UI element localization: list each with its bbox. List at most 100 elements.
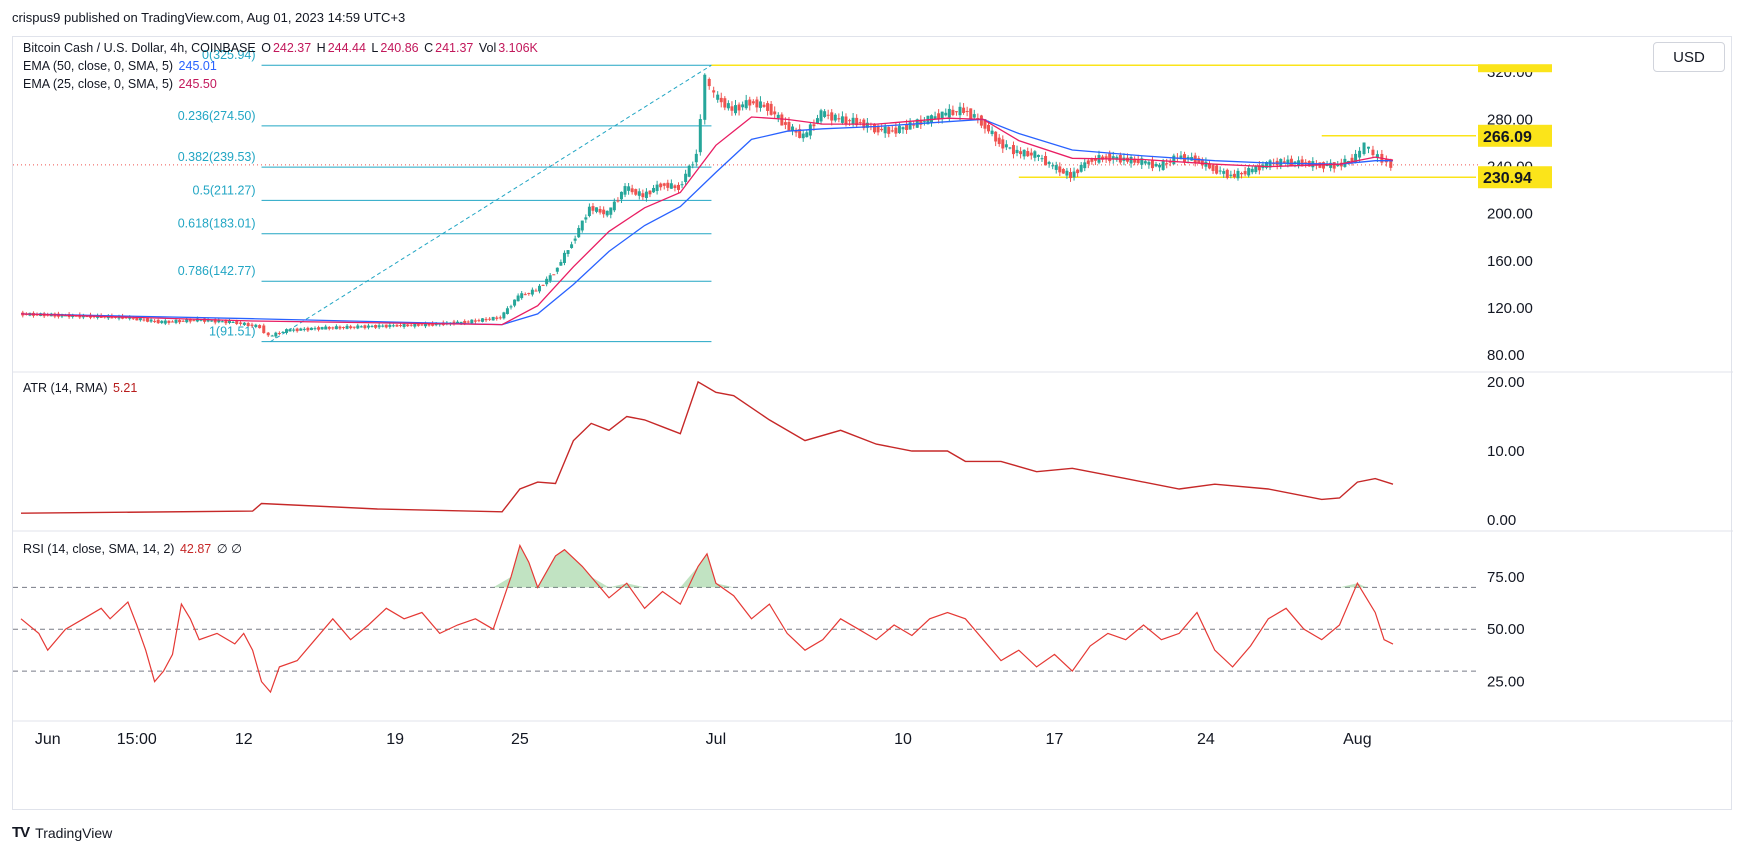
candle-body (641, 193, 645, 198)
candle-body (595, 207, 599, 212)
candle-body (331, 327, 335, 329)
price-y-tick-label: 200.00 (1487, 206, 1533, 223)
candle-body (1254, 166, 1258, 173)
candle-body (766, 103, 770, 111)
candle-body (826, 114, 830, 116)
x-axis-tick-label: 15:00 (117, 731, 157, 748)
candle-body (313, 328, 317, 330)
candle-body (901, 127, 905, 130)
candle-body (1054, 165, 1058, 170)
candle-body (188, 319, 192, 322)
footer-brand[interactable]: TradingView (35, 824, 113, 841)
rsi-line (20, 543, 1394, 694)
candle-body (812, 124, 816, 127)
candle-body (805, 132, 809, 138)
candle-body (637, 191, 641, 196)
candle-body (1011, 145, 1015, 155)
candle-body (306, 327, 310, 331)
candle-body (327, 327, 331, 329)
candle-body (573, 238, 577, 241)
candle-body (1211, 164, 1215, 171)
candle-body (320, 327, 324, 330)
candle-body (940, 111, 944, 119)
candle-body (416, 324, 420, 326)
candle-body (983, 119, 987, 129)
level-price-label: 266.09 (1483, 129, 1532, 146)
candle-body (463, 320, 467, 324)
candle-body (213, 319, 217, 323)
candle-body (684, 173, 688, 182)
candle-body (730, 106, 734, 111)
rsi-label: RSI (14, close, SMA, 14, 2) (23, 542, 175, 556)
candle-body (1133, 158, 1137, 163)
candle-body (1093, 158, 1097, 161)
candle-body (997, 137, 1001, 145)
candle-body (1222, 171, 1226, 174)
level-price-tag (1478, 64, 1552, 73)
tradingview-logo-icon[interactable]: TV (12, 824, 30, 841)
candle-body (744, 100, 748, 109)
symbol-label[interactable]: Bitcoin Cash / U.S. Dollar, 4h, COINBASE (23, 41, 256, 55)
open-label: O (261, 41, 271, 55)
chart-canvas[interactable]: 80.00120.00160.00200.00240.00280.00320.0… (13, 37, 1733, 811)
candle-body (840, 116, 844, 123)
candle-body (477, 320, 481, 322)
rsi-y-tick-label: 75.00 (1487, 569, 1525, 586)
candle-body (1147, 161, 1151, 165)
candle-body (1026, 151, 1030, 157)
candle-body (1143, 161, 1147, 164)
candle-body (427, 323, 431, 326)
candle-body (1236, 170, 1240, 179)
candle-body (138, 318, 142, 321)
rsi-y-tick-label: 25.00 (1487, 674, 1525, 691)
currency-button[interactable]: USD (1653, 42, 1725, 72)
candle-body (712, 90, 716, 93)
candle-body (987, 124, 991, 132)
x-axis-tick-label: 25 (511, 731, 529, 748)
candle-body (231, 321, 235, 323)
chart-frame[interactable]: 80.00120.00160.00200.00240.00280.00320.0… (12, 36, 1733, 811)
candle-body (1243, 171, 1247, 175)
level-price-tag (1478, 124, 1552, 147)
candle-body (798, 129, 802, 138)
candle-body (1375, 154, 1379, 158)
candle-body (270, 335, 274, 337)
candle-body (616, 200, 620, 202)
candle-body (951, 109, 955, 116)
candle-body (1362, 142, 1366, 155)
open-value: 242.37 (272, 41, 312, 55)
candle-body (669, 183, 673, 189)
candle-body (299, 328, 303, 331)
candle-body (680, 184, 684, 186)
candle-body (530, 289, 534, 295)
rsi-y-tick-label: 50.00 (1487, 621, 1525, 638)
candle-body (726, 103, 730, 109)
candle-body (1229, 174, 1233, 176)
candle-body (848, 120, 852, 122)
ema50-legend[interactable]: EMA (50, close, 0, SMA, 5) 245.01 (23, 59, 219, 73)
candle-body (178, 320, 182, 323)
candle-body (1367, 146, 1370, 149)
candle-body (1086, 160, 1090, 164)
candle-body (580, 220, 584, 231)
ema25-line (20, 116, 1394, 326)
candle-body (242, 322, 246, 325)
candle-body (491, 316, 495, 321)
x-axis-tick-label: Jul (706, 731, 726, 748)
candle-body (876, 125, 880, 133)
candle-body (591, 206, 595, 211)
candle-body (979, 115, 983, 126)
candle-body (413, 323, 417, 327)
candle-body (1090, 158, 1094, 162)
candle-body (370, 325, 374, 328)
candle-body (1225, 169, 1229, 178)
ema50-line (20, 118, 1393, 326)
candle-body (969, 108, 973, 119)
candle-body (762, 104, 766, 107)
ema25-legend[interactable]: EMA (25, close, 0, SMA, 5) 245.50 (23, 77, 219, 91)
atr-legend[interactable]: ATR (14, RMA) 5.21 (23, 381, 139, 395)
candle-body (1250, 168, 1254, 173)
candle-body (420, 324, 424, 326)
candle-body (288, 329, 292, 332)
rsi-legend[interactable]: RSI (14, close, SMA, 14, 2) 42.87 ∅ ∅ (23, 541, 244, 556)
